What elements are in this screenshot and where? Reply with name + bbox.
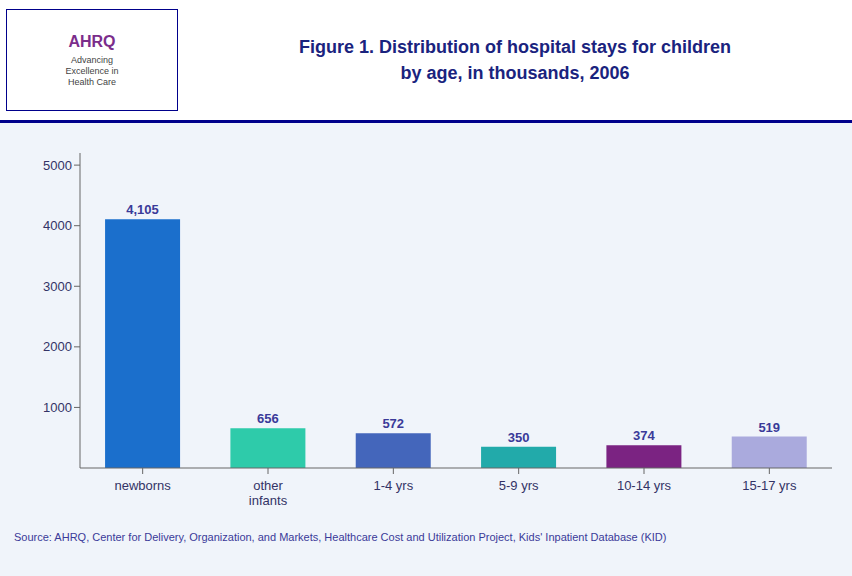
svg-text:1-4 yrs: 1-4 yrs [373,478,413,493]
svg-text:519: 519 [758,420,780,435]
html-text:Source: AHRQ, Center for Deliv: Source: AHRQ, Center for Delivery, Organ… [14,531,667,543]
html-text:Excellence in: Excellence in [65,65,119,76]
svg-text:374: 374 [633,428,655,443]
svg-text:350: 350 [508,430,530,445]
svg-text:4000: 4000 [43,218,72,233]
svg-text:4,105: 4,105 [126,202,159,217]
html-text:AHRQ: AHRQ [68,32,116,50]
svg-text:10-14 yrs: 10-14 yrs [617,478,672,493]
svg-text:15-17 yrs: 15-17 yrs [742,478,797,493]
svg-text:otherinfants: otherinfants [249,478,288,508]
html-text:Figure 1. Distribution of hosp: Figure 1. Distribution of hospital stays… [299,37,731,57]
svg-text:2000: 2000 [43,339,72,354]
svg-text:5000: 5000 [43,158,72,173]
html-text:Health Care: Health Care [68,76,116,87]
svg-text:1000: 1000 [43,400,72,415]
svg-text:3000: 3000 [43,279,72,294]
svg-text:5-9 yrs: 5-9 yrs [499,478,539,493]
html-text:by age, in thousands, 2006: by age, in thousands, 2006 [400,63,630,83]
html-text:Advancing: Advancing [71,54,113,65]
svg-text:656: 656 [257,411,279,426]
svg-text:572: 572 [382,416,404,431]
svg-text:newborns: newborns [114,478,171,493]
